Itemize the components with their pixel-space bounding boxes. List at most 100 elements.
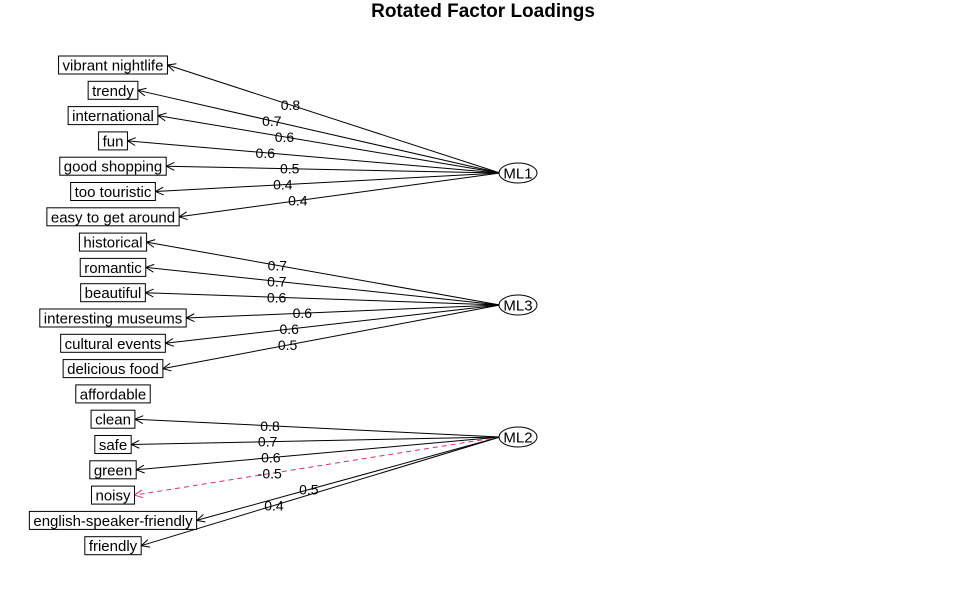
loading-ml3-cultural-events: 0.6 [164,304,501,347]
variable-node-green: green [89,460,137,480]
variable-box [46,207,180,227]
variable-box [60,333,166,353]
variable-label: green [94,462,132,479]
variable-label: romantic [84,260,142,277]
variable-box [70,182,156,201]
loading-edge [157,115,501,174]
loading-ml3-interesting-museums: 0.6 [185,304,501,323]
loading-ml1-too-touristic: 0.4 [154,172,501,196]
loading-value-label: 0.6 [293,305,313,321]
variable-label: interesting museums [44,311,182,328]
loading-edge [167,64,501,174]
loading-ml1-good-shopping: 0.5 [165,161,501,177]
variable-box [78,232,148,252]
loading-value-label: 0.7 [268,257,288,273]
loading-edge [186,304,501,319]
loading-value-label: 0.7 [258,434,278,450]
factor-node-ml1: ML1 [498,162,538,184]
loading-value-label: 0.7 [262,113,282,129]
variable-box [79,257,147,277]
variable-label: english-speaker-friendly [33,513,193,530]
variable-box [98,131,128,151]
loading-ml2-safe: 0.7 [130,434,501,450]
variable-label: noisy [95,488,131,505]
variable-box [87,80,139,100]
loading-edge [146,241,501,306]
variable-node-trendy: trendy [87,80,139,100]
variable-box [75,384,151,404]
loading-value-label: 0.6 [279,321,299,337]
variable-label: cultural events [65,336,162,353]
variable-node-too-touristic: too touristic [70,182,156,201]
loading-value-label: 0.5 [278,337,298,353]
factor-node-ml3: ML3 [498,294,538,316]
variable-node-interesting-museums: interesting museums [39,308,187,328]
variable-label: good shopping [64,159,162,176]
factor-ellipse [498,294,538,316]
variable-label: clean [95,412,131,429]
variable-box [28,510,198,530]
factor-ellipse [498,162,538,184]
variable-box [94,435,132,454]
variable-label: historical [83,235,142,252]
diagram-title: Rotated Factor Loadings [371,1,595,22]
loading-value-label: 0.8 [260,418,280,434]
loading-value-label: 0.7 [267,273,287,289]
variable-box [59,156,167,176]
loading-value-label: 0.4 [288,193,308,209]
variable-label: safe [99,437,127,454]
loading-ml1-easy-to-get-around: 0.4 [177,172,501,221]
variable-label: friendly [89,538,138,555]
variable-box [62,359,164,379]
loading-value-label: 0.8 [281,97,301,113]
loading-value-label: 0.6 [275,129,295,145]
loading-ml1-vibrant-nightlife: 0.8 [166,63,501,174]
loading-edge [127,140,501,174]
loading-edge [141,436,501,547]
variable-node-fun: fun [98,131,128,151]
variable-box [39,308,187,328]
factor-label: ML1 [503,166,532,183]
factor-ellipse [498,426,538,448]
loading-ml1-international: 0.6 [156,112,501,174]
loading-value-label: -0.5 [258,466,282,482]
variable-node-friendly: friendly [84,536,142,556]
variable-label: beautiful [85,285,142,302]
variable-node-noisy: noisy [90,485,136,505]
loading-edges: 0.80.70.60.60.50.40.40.70.70.60.60.60.50… [126,63,501,548]
loading-edge [145,292,501,306]
variable-label: too touristic [75,184,152,201]
variable-node-international: international [67,106,159,126]
variable-box [80,283,146,303]
loading-ml1-trendy: 0.7 [136,87,501,174]
variable-node-affordable: affordable [75,384,151,404]
factor-node-ml2: ML2 [498,426,538,448]
variable-node-delicious-food: delicious food [62,359,164,379]
variable-node-good-shopping: good shopping [59,156,167,176]
variable-label: easy to get around [51,209,175,226]
variable-label: affordable [80,386,146,403]
variable-node-english-speaker-friendly: english-speaker-friendly [28,510,198,530]
variable-node-easy-to-get-around: easy to get around [46,207,180,227]
loading-value-label: 0.5 [280,161,300,177]
loading-ml2-english-speaker-friendly: 0.5 [195,436,501,523]
factor-label: ML3 [503,298,532,315]
loading-value-label: 0.4 [273,177,293,193]
variable-label: trendy [92,83,134,100]
loading-edge [134,418,501,438]
loading-ml3-romantic: 0.7 [144,263,501,306]
loading-edge [145,266,501,306]
loading-value-label: 0.6 [267,289,287,305]
variable-label: international [72,108,154,125]
variable-node-historical: historical [78,232,148,252]
loading-edge [155,172,501,192]
variable-box [90,485,136,505]
loading-value-label: 0.6 [256,145,276,161]
diagram-nodes: vibrant nightlife trendy international fun g… [28,55,538,556]
loading-edge [136,436,501,471]
loading-ml3-historical: 0.7 [145,239,501,306]
variable-node-clean: clean [90,409,136,429]
loading-value-label: 0.6 [261,450,281,466]
loading-edge [131,436,501,445]
